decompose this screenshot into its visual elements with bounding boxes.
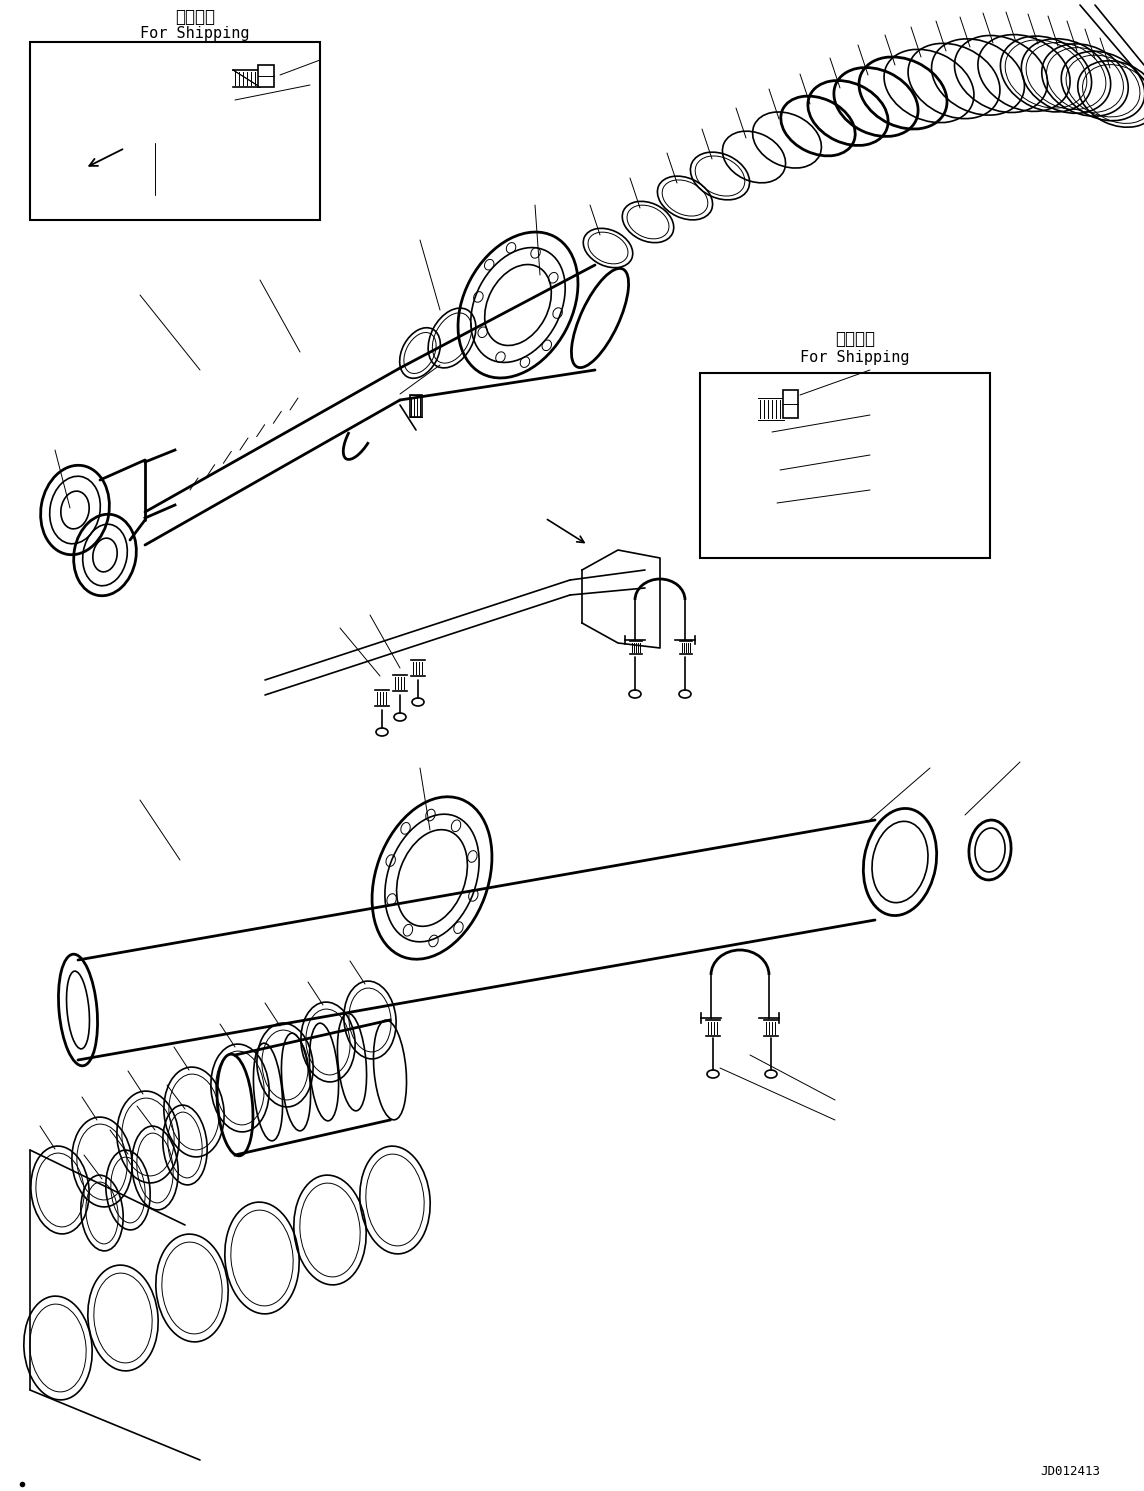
Bar: [30, 42, 320, 221]
Bar: [410, 395, 422, 417]
Text: JD012413: JD012413: [1040, 1466, 1101, 1478]
Bar: [700, 373, 990, 558]
Text: For Shipping: For Shipping: [141, 25, 249, 40]
Text: For Shipping: For Shipping: [801, 350, 909, 365]
Bar: [782, 391, 799, 417]
Bar: [259, 66, 275, 86]
Text: 運搜部品: 運搜部品: [175, 7, 215, 25]
Text: 運搜部品: 運搜部品: [835, 330, 875, 347]
